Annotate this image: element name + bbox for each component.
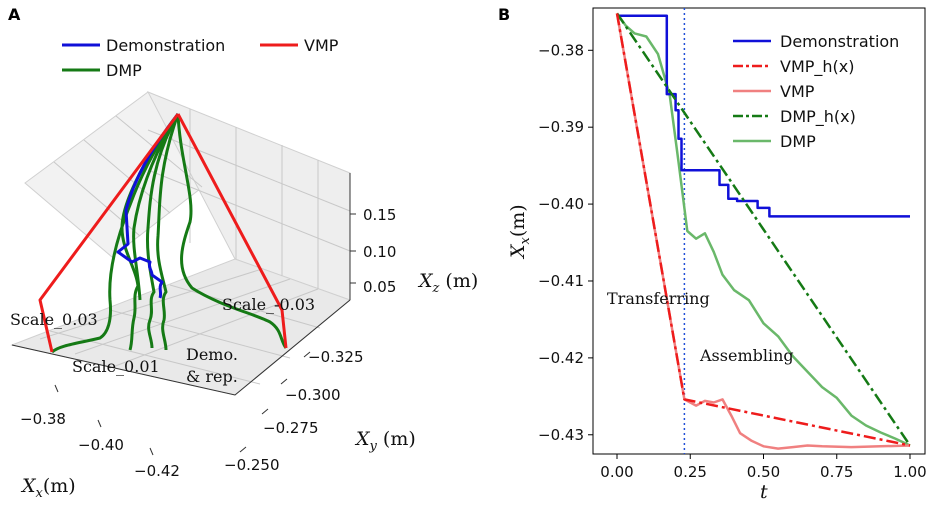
series-demonstration [617,14,910,218]
x-tick-label-b: 0.00 [600,463,633,481]
y-tick-label-b: −0.41 [538,272,584,290]
trajectories-3d [38,113,288,354]
annotation-scale-0.03: Scale_0.03 [10,310,98,329]
z-tick-label: 0.10 [363,243,396,261]
legend-a-demonstration: Demonstration [106,36,225,55]
legend-b-entry: VMP_h(x) [780,57,855,77]
legend-a-dmp: DMP [106,61,142,80]
x-tick-label: −0.42 [134,462,180,480]
dmp-trajectory-scale-neg-0.03 [176,113,288,349]
x-axis-label: Xx(m) [20,475,76,501]
panel-b-label: B [498,5,510,24]
annotation-scale-neg-0.03: Scale_-0.03 [222,295,315,314]
x-tick-label: −0.38 [20,410,66,428]
vmp-trajectory-right [176,113,288,349]
series-vmp-h-x- [615,13,911,447]
x-axis-label-b: t [760,481,768,503]
series-dmp [615,12,911,447]
y-axis-label: Xy (m) [354,428,416,454]
x-tick-label-b: 1.00 [893,463,926,481]
y-tick-label: −0.250 [224,456,280,474]
annotation-rep: & rep. [186,367,238,386]
dmp-trajectory-demo-rep-a [145,113,180,349]
dmp-trajectory-scale-0.03 [51,113,180,354]
annotation-transferring: Transferring [607,289,710,308]
legend-b-entry: Demonstration [780,32,899,51]
y-tick-label: −0.300 [285,386,341,404]
x-tick-label-b: 0.25 [674,463,707,481]
y-tick-label-b: −0.40 [538,195,584,213]
series-dmp-h-x- [615,12,912,447]
annotation-assembling: Assembling [699,346,794,365]
panel-a-label: A [8,5,21,24]
y-tick-label: −0.325 [308,348,364,366]
series-b [615,8,912,454]
panel-a-3d-plot: A De [8,5,478,501]
y-tick-label-b: −0.38 [538,41,584,59]
plot-area-b [592,7,926,455]
x-axis-ticks: −0.38 −0.40 −0.42 [20,384,180,480]
z-tick-label: 0.15 [363,206,396,224]
legend-a-vmp: VMP [304,36,339,55]
floor-axis-lines [11,299,351,396]
dmp-trajectory-inner [132,113,180,301]
y-tick-label-b: −0.42 [538,349,584,367]
legend-b-entry: VMP [780,82,815,101]
dmp-trajectory-demo-rep-b [156,113,180,351]
axis-ticks-b: 0.00 0.25 0.50 0.75 1.00 −0.38 −0.39 −0.40 −0.41… [538,41,927,481]
vmp-trajectory-left [38,113,180,353]
y-tick-label-b: −0.39 [538,118,584,136]
x-tick-label-b: 0.50 [747,463,780,481]
y-axis-ticks: −0.325 −0.300 −0.275 −0.250 [224,348,364,474]
legend-b-entry: DMP_h(x) [780,107,856,127]
legend-b-entry: DMP [780,132,816,151]
legend-a: Demonstration VMP DMP [62,36,339,80]
annotation-demo: Demo. [186,345,238,364]
demonstration-trajectory [116,113,180,299]
z-axis-ticks: 0.15 0.10 0.05 [350,206,396,296]
annotation-scale-0.01: Scale_0.01 [72,357,160,376]
y-tick-label-b: −0.43 [538,426,584,444]
x-tick-label: −0.40 [78,436,124,454]
y-tick-label: −0.275 [263,419,319,437]
legend-b: Demonstration VMP_h(x) VMP DMP_h(x) DMP [733,32,899,151]
z-tick-label: 0.05 [363,278,396,296]
panel-b-line-chart: B 0.00 0.25 0.50 0.75 1.00 −0.38 −0.39 −0.40 −0.… [498,5,927,503]
x-tick-label-b: 0.75 [820,463,853,481]
z-axis-label: Xz (m) [417,270,478,296]
y-axis-label-b: Xx(m) [507,204,533,260]
